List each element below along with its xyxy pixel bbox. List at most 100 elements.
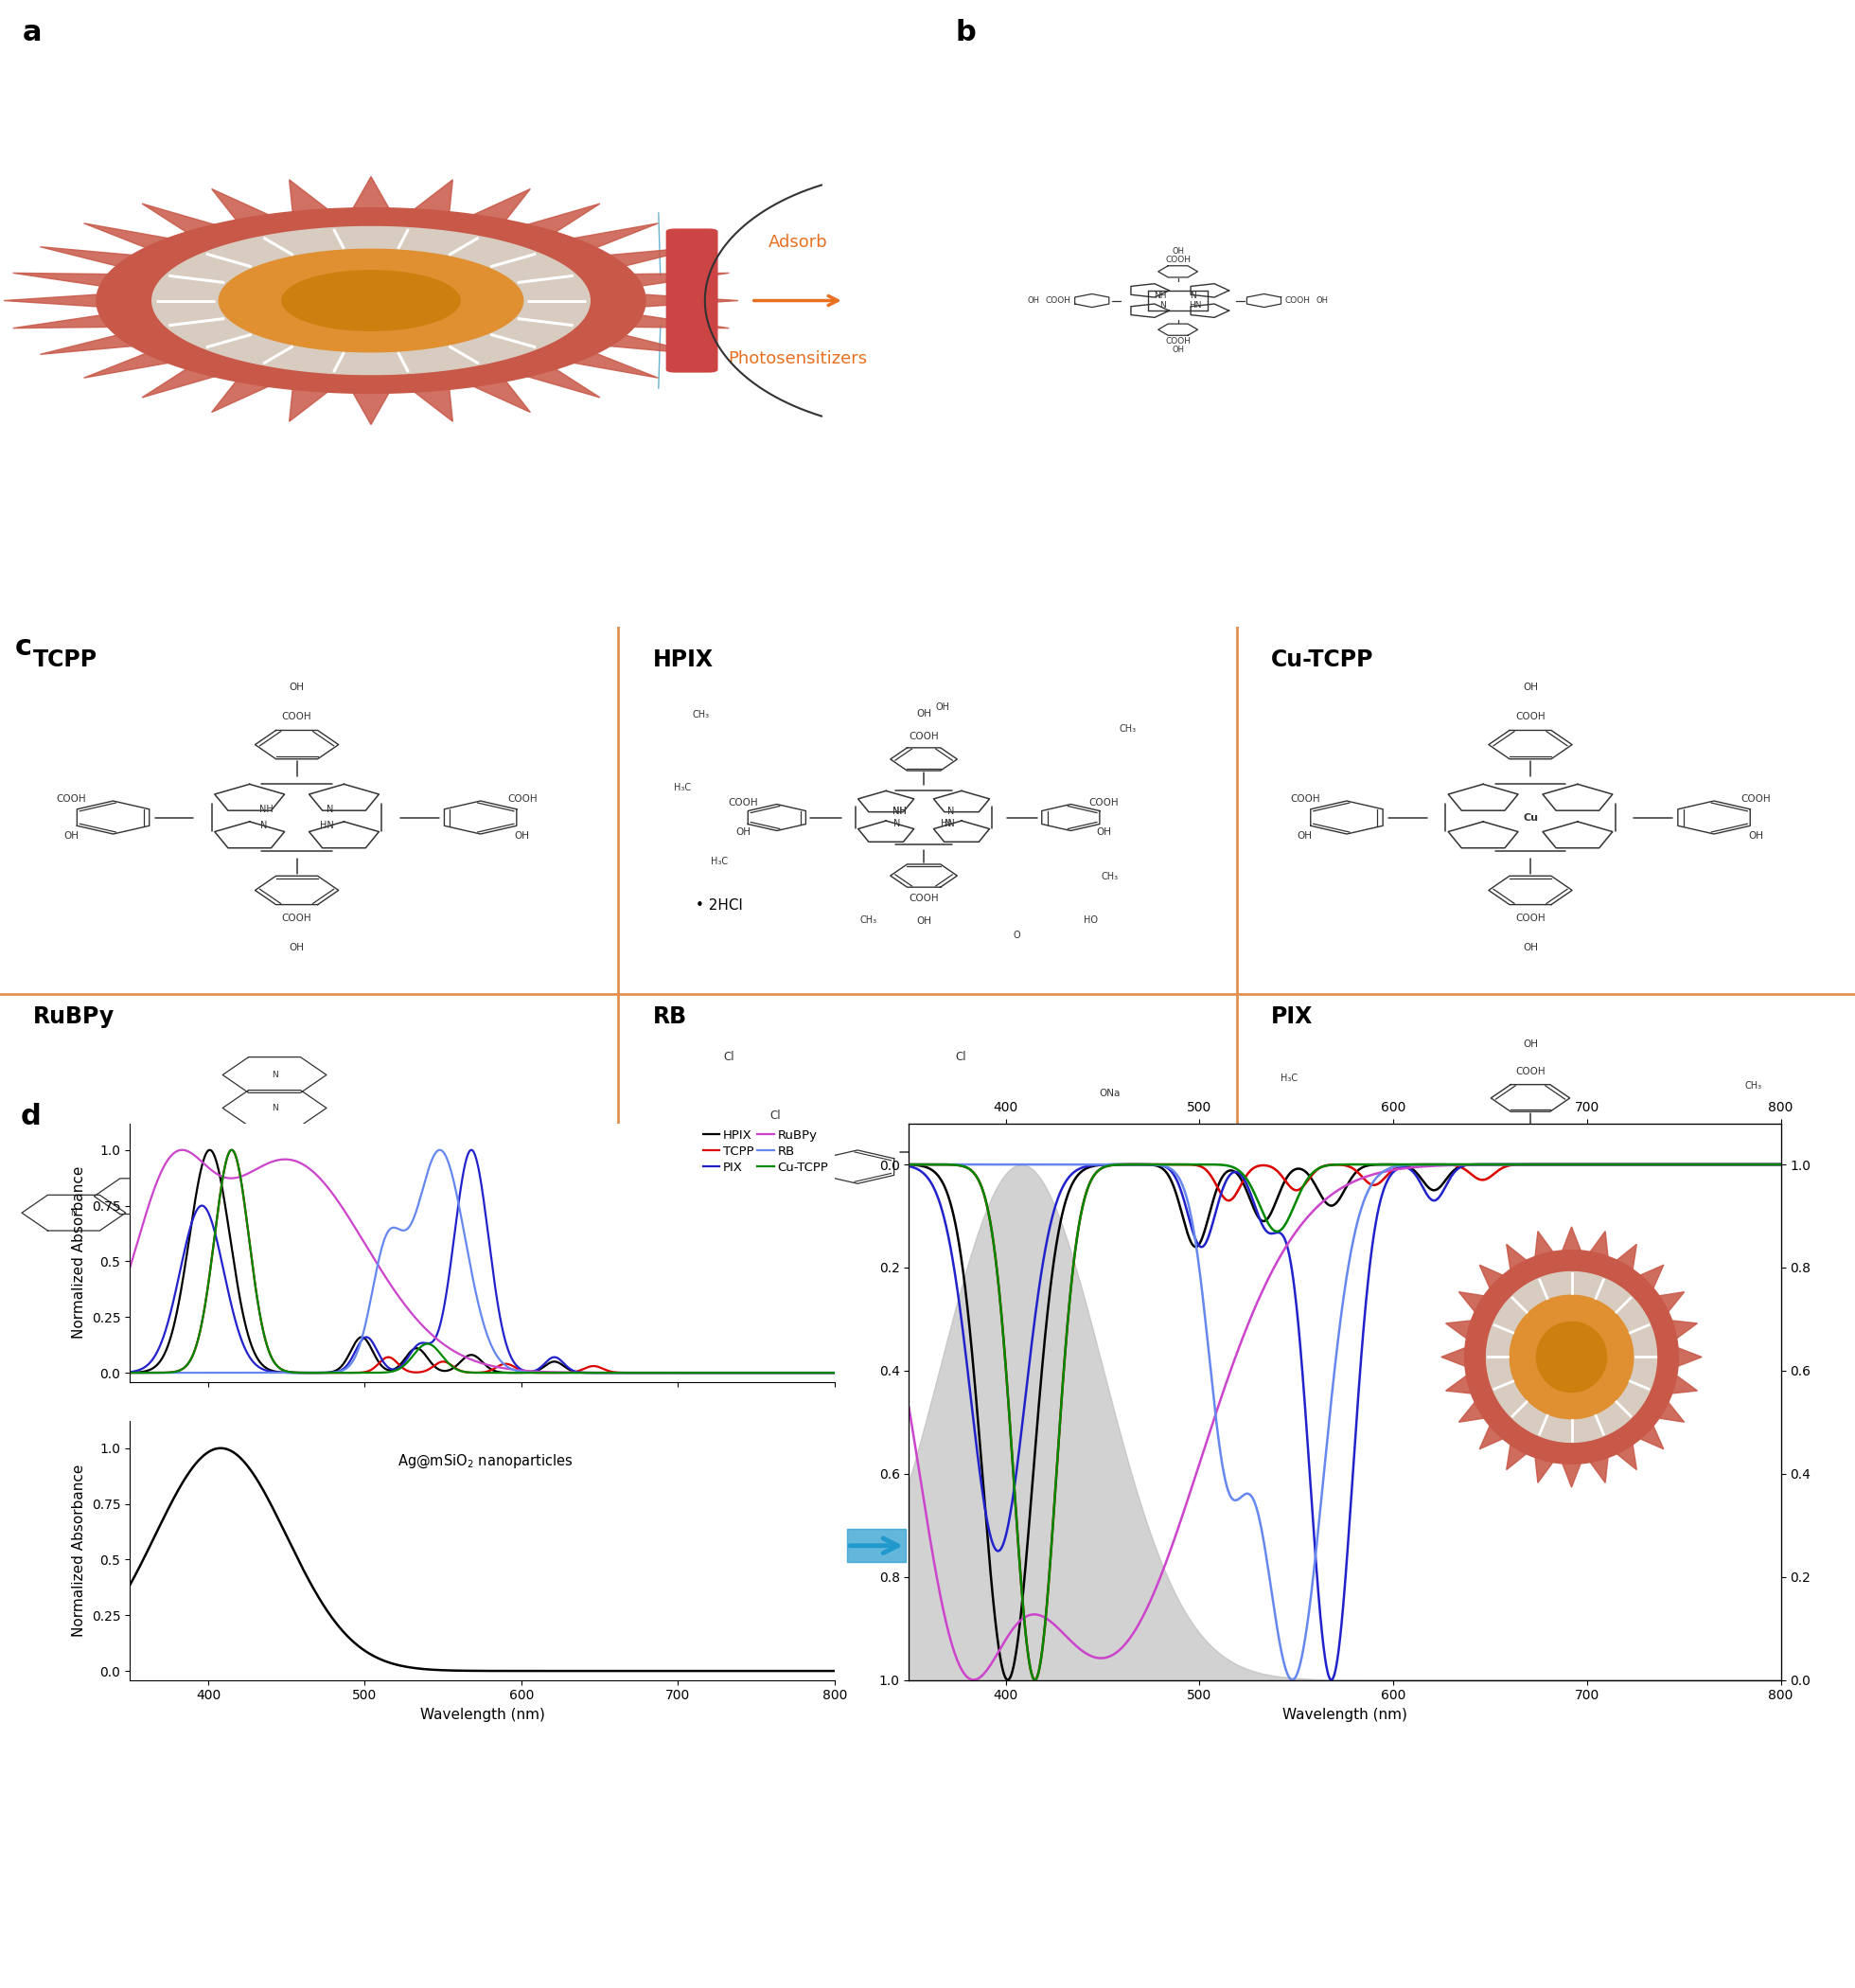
Text: COOH: COOH <box>1165 256 1191 264</box>
Text: COOH: COOH <box>1289 793 1321 803</box>
Text: d: d <box>20 1103 41 1129</box>
Text: N: N <box>326 805 334 815</box>
Text: CH₃: CH₃ <box>1744 1191 1762 1201</box>
Polygon shape <box>83 348 186 378</box>
Polygon shape <box>406 384 453 421</box>
Polygon shape <box>592 332 701 354</box>
Text: H₃C: H₃C <box>673 783 692 793</box>
Polygon shape <box>289 384 336 421</box>
Polygon shape <box>143 203 228 239</box>
Text: CH₃: CH₃ <box>692 710 710 720</box>
Text: N: N <box>944 819 952 829</box>
Text: Ag@mSiO$_2$ nanoparticles: Ag@mSiO$_2$ nanoparticles <box>397 1453 573 1469</box>
Text: I: I <box>1052 1300 1055 1312</box>
Text: HO: HO <box>1597 1294 1612 1304</box>
Polygon shape <box>211 376 280 412</box>
Text: Cl: Cl <box>723 1050 735 1064</box>
Text: OH: OH <box>916 710 931 718</box>
Text: OH: OH <box>916 916 931 926</box>
Text: COOH: COOH <box>1516 712 1545 722</box>
Polygon shape <box>406 179 453 219</box>
Text: 2Cl⁻
• 6H₂O: 2Cl⁻ • 6H₂O <box>427 1203 475 1235</box>
Text: Ru²⁺: Ru²⁺ <box>260 1161 289 1173</box>
Text: H₃C: H₃C <box>1280 1074 1298 1083</box>
Text: Cl: Cl <box>770 1109 781 1121</box>
Text: O: O <box>920 1324 928 1334</box>
Text: NH: NH <box>892 807 907 815</box>
Text: OH: OH <box>289 942 304 952</box>
Text: HN: HN <box>1553 1169 1566 1179</box>
Text: c: c <box>15 634 32 662</box>
Text: N: N <box>70 1209 76 1217</box>
Text: HN: HN <box>940 819 955 829</box>
Polygon shape <box>219 248 523 352</box>
Text: N: N <box>271 1072 278 1079</box>
Text: COOH: COOH <box>1046 296 1070 304</box>
Legend: HPIX, TCPP, PIX, RuBPy, RB, Cu-TCPP: HPIX, TCPP, PIX, RuBPy, RB, Cu-TCPP <box>703 1129 829 1173</box>
Text: PIX: PIX <box>1271 1006 1313 1028</box>
Text: b: b <box>955 18 976 46</box>
Polygon shape <box>4 294 115 308</box>
Polygon shape <box>614 312 729 328</box>
Polygon shape <box>41 247 150 270</box>
FancyBboxPatch shape <box>666 229 718 372</box>
X-axis label: Wavelength (nm): Wavelength (nm) <box>419 1708 545 1722</box>
Text: RB: RB <box>653 1006 686 1028</box>
Text: ONa: ONa <box>1098 1089 1120 1097</box>
Text: COOH: COOH <box>1286 296 1310 304</box>
Text: NH: NH <box>260 805 275 815</box>
Text: N: N <box>143 1193 148 1201</box>
Polygon shape <box>514 203 599 239</box>
Text: HPIX: HPIX <box>653 648 714 672</box>
Text: COOH: COOH <box>56 793 87 803</box>
X-axis label: Wavelength (nm): Wavelength (nm) <box>1282 1708 1408 1722</box>
Text: • 2HCl: • 2HCl <box>696 899 742 912</box>
Text: O: O <box>1013 930 1020 940</box>
Text: Adsorb: Adsorb <box>768 233 827 250</box>
Text: N: N <box>948 807 953 815</box>
Text: OH: OH <box>1523 1040 1538 1050</box>
Text: H₃C: H₃C <box>1261 1185 1280 1193</box>
Text: TCPP: TCPP <box>33 648 98 672</box>
Text: CH₃: CH₃ <box>1744 1081 1762 1091</box>
Text: CH₃: CH₃ <box>859 916 877 924</box>
Polygon shape <box>152 227 590 374</box>
Text: COOH: COOH <box>282 712 312 722</box>
Text: N: N <box>473 1209 479 1217</box>
Text: O: O <box>1601 1310 1608 1318</box>
Text: OH: OH <box>1172 248 1183 256</box>
Text: COOH: COOH <box>1516 912 1545 922</box>
Text: OH: OH <box>1317 296 1328 304</box>
Text: • 2HCl: • 2HCl <box>1725 1211 1772 1225</box>
Text: I: I <box>1052 1235 1055 1246</box>
Polygon shape <box>462 376 531 412</box>
Text: N: N <box>894 819 900 829</box>
Text: I: I <box>755 1248 759 1260</box>
Text: H₃C: H₃C <box>710 857 729 867</box>
Text: OH: OH <box>63 831 80 841</box>
Polygon shape <box>514 364 599 398</box>
Text: ONa: ONa <box>1089 1199 1111 1209</box>
Text: OH: OH <box>1028 296 1039 304</box>
Text: OH: OH <box>1096 827 1111 837</box>
Text: OH: OH <box>1736 1179 1751 1189</box>
Text: OH: OH <box>1310 1179 1324 1189</box>
Y-axis label: Normalized Absorbance: Normalized Absorbance <box>72 1465 87 1636</box>
Text: OH: OH <box>514 831 531 841</box>
Text: OH: OH <box>1297 831 1313 841</box>
Text: CH₃: CH₃ <box>1119 724 1137 734</box>
Text: Cl: Cl <box>733 1169 744 1181</box>
Text: RuBPy: RuBPy <box>33 1006 115 1028</box>
Text: COOH: COOH <box>909 732 939 742</box>
Text: COOH: COOH <box>1740 793 1772 803</box>
Text: COOH: COOH <box>1516 1068 1545 1077</box>
Text: OH: OH <box>1523 942 1538 952</box>
Text: N: N <box>1191 292 1196 300</box>
Text: H₃C: H₃C <box>1428 1272 1447 1282</box>
Polygon shape <box>349 388 393 425</box>
Polygon shape <box>556 348 659 378</box>
Text: COOH: COOH <box>1516 1256 1545 1266</box>
Text: a: a <box>22 18 41 46</box>
Text: Cu-TCPP: Cu-TCPP <box>1271 648 1373 672</box>
Text: N: N <box>1159 300 1165 308</box>
